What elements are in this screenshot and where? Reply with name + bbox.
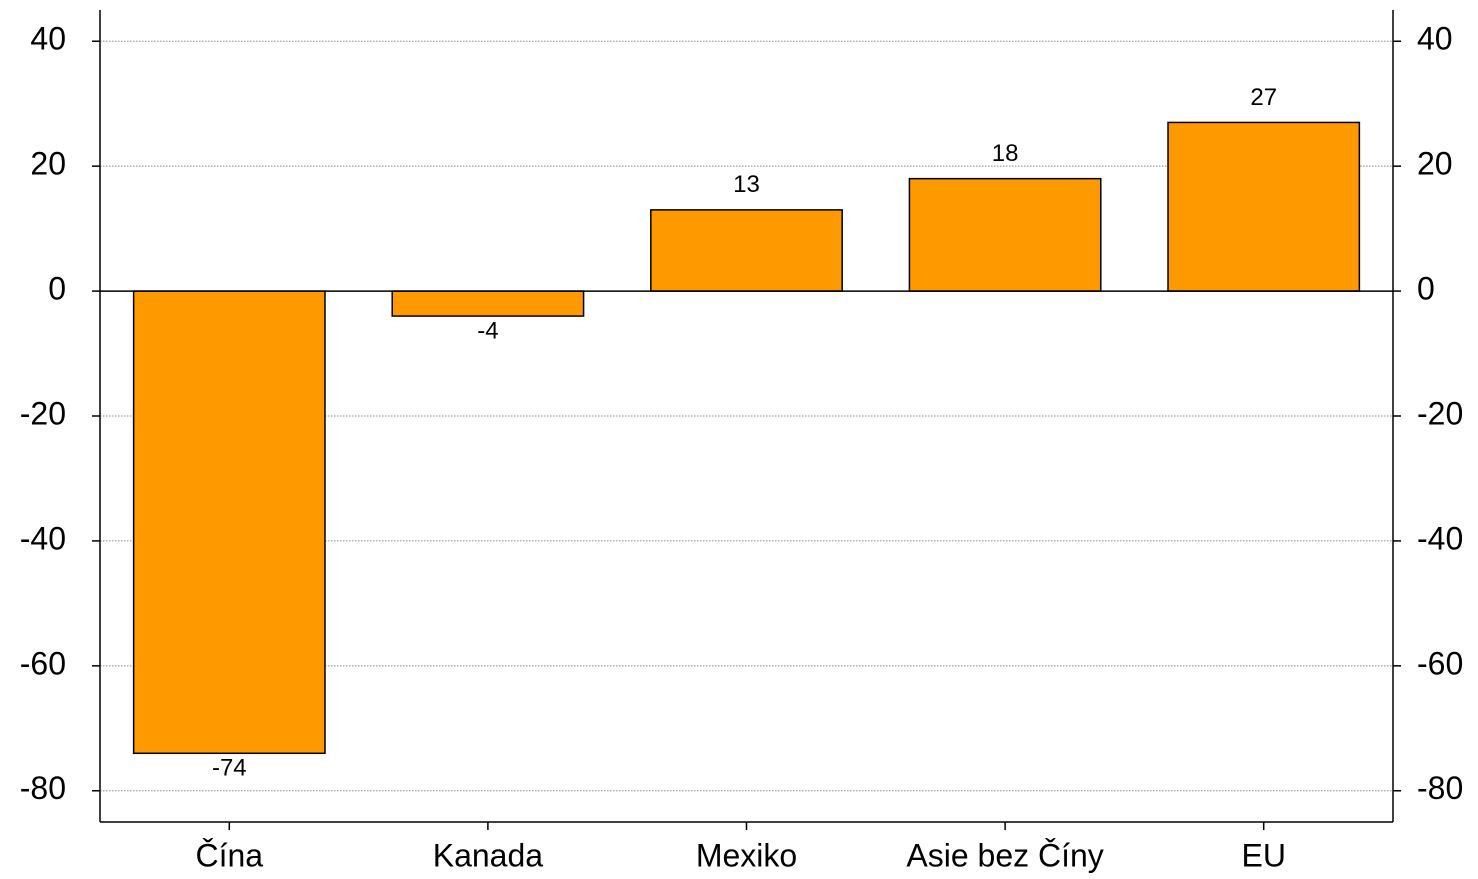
value-label: 27 <box>1250 84 1277 111</box>
y-tick-label: -20 <box>20 395 66 431</box>
y-tick-label: 40 <box>30 21 66 57</box>
y-tick-label: -80 <box>20 770 66 806</box>
y2-tick-label: 20 <box>1417 146 1453 182</box>
y2-tick-label: 0 <box>1417 271 1435 307</box>
y-tick-label: -60 <box>20 645 66 681</box>
y2-tick-label: -40 <box>1417 520 1463 556</box>
value-label: 13 <box>733 171 760 198</box>
bar <box>391 290 585 317</box>
x-tick-label: Asie bez Číny <box>906 837 1103 873</box>
y2-tick-label: -60 <box>1417 645 1463 681</box>
y2-tick-label: -80 <box>1417 770 1463 806</box>
value-label: 18 <box>992 140 1019 167</box>
y-tick-label: -40 <box>20 520 66 556</box>
x-tick-label: Čína <box>196 837 264 873</box>
bar <box>1167 121 1361 292</box>
bar <box>132 290 326 755</box>
value-label: -74 <box>212 755 247 782</box>
x-tick-label: EU <box>1241 837 1285 873</box>
y-tick-label: 0 <box>48 271 66 307</box>
x-tick-label: Kanada <box>433 837 544 873</box>
bar <box>908 177 1102 292</box>
y2-tick-label: -20 <box>1417 395 1463 431</box>
y-tick-label: 20 <box>30 146 66 182</box>
value-label: -4 <box>477 317 498 344</box>
y2-tick-label: 40 <box>1417 21 1453 57</box>
bar <box>650 209 843 292</box>
x-tick-label: Mexiko <box>696 837 797 873</box>
